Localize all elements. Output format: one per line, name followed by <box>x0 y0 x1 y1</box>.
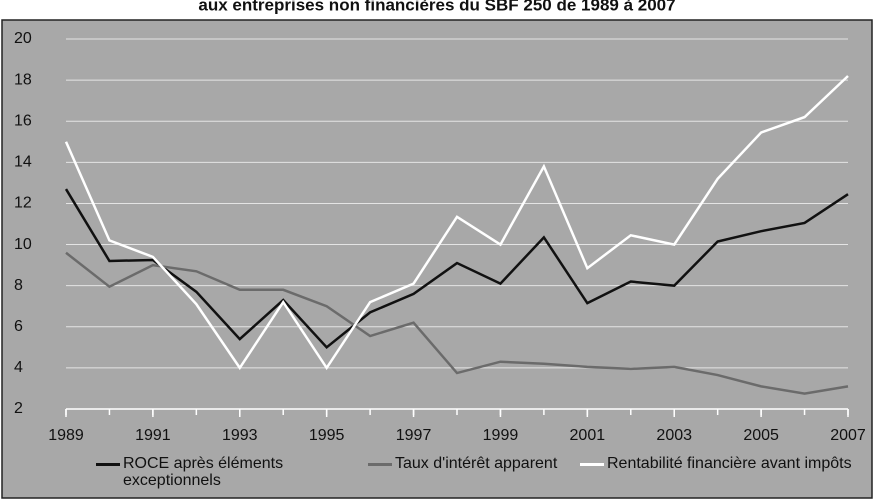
y-tick-label: 16 <box>14 112 32 129</box>
legend-item: Rentabilité financière avant impôts <box>580 455 867 472</box>
y-tick-label: 8 <box>14 277 23 294</box>
series-line <box>65 251 849 395</box>
legend-swatch <box>580 463 604 466</box>
x-tick-label: 2001 <box>570 427 606 444</box>
legend-item: Taux d'intérêt apparent <box>368 455 565 472</box>
y-tick-label: 4 <box>14 359 23 376</box>
x-tick-label: 2003 <box>656 427 692 444</box>
legend-swatch <box>96 463 120 466</box>
legend-label: ROCE après éléments exceptionnels <box>123 455 284 489</box>
x-tick-label: 1999 <box>483 427 519 444</box>
legend-swatch <box>368 463 392 466</box>
legend-item: ROCE après éléments exceptionnels <box>96 455 363 489</box>
chart-background <box>1 19 873 499</box>
x-tick-label: 1991 <box>135 427 171 444</box>
x-tick-label: 2007 <box>830 427 866 444</box>
legend-label: Rentabilité financière avant impôts <box>607 455 852 472</box>
x-tick-label: 1995 <box>309 427 345 444</box>
y-tick-label: 10 <box>14 236 32 253</box>
legend-label: Taux d'intérêt apparent <box>395 455 558 472</box>
y-tick-label: 18 <box>14 71 32 88</box>
series-line <box>64 188 849 350</box>
series-line <box>64 75 849 371</box>
y-tick-label: 14 <box>14 154 32 171</box>
x-tick-label: 1993 <box>222 427 258 444</box>
y-tick-label: 12 <box>14 195 32 212</box>
y-tick-label: 20 <box>14 30 32 47</box>
y-tick-label: 2 <box>14 400 23 417</box>
chart-title: aux entreprises non financières du SBF 2… <box>198 0 675 14</box>
x-tick-label: 1997 <box>396 427 432 444</box>
y-tick-label: 6 <box>14 318 23 335</box>
x-tick-label: 2005 <box>743 427 779 444</box>
x-tick-label: 1989 <box>48 427 84 444</box>
